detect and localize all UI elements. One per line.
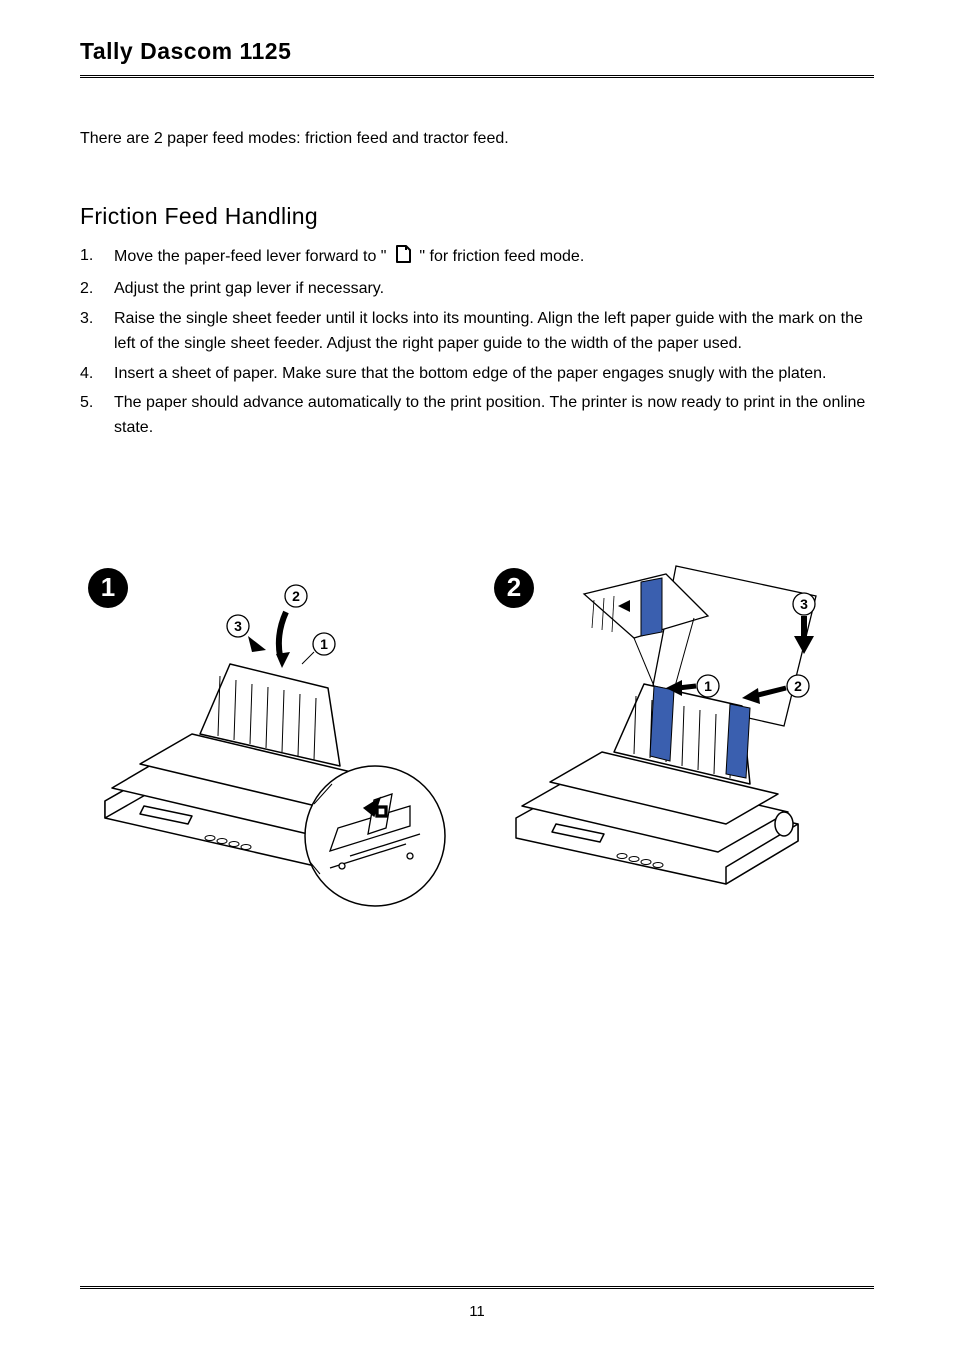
- page: Tally Dascom 1125 There are 2 paper feed…: [0, 0, 954, 1350]
- step-2: Adjust the print gap lever if necessary.: [80, 277, 874, 302]
- section-title: Friction Feed Handling: [80, 203, 874, 230]
- figure-panel-1: 1: [80, 556, 468, 926]
- step-4: Insert a sheet of paper. Make sure that …: [80, 362, 874, 387]
- svg-text:1: 1: [320, 636, 328, 652]
- svg-text:3: 3: [234, 618, 242, 634]
- svg-text:1: 1: [101, 572, 115, 602]
- spacer: [80, 926, 874, 1285]
- figure-row: 1: [80, 556, 874, 926]
- header-title: Tally Dascom 1125: [80, 38, 874, 65]
- zoom-detail-1: [305, 766, 445, 906]
- panel-badge-2: 2: [494, 568, 534, 608]
- callout-group-1: 2 1 3: [227, 585, 335, 668]
- page-number: 11: [80, 1303, 874, 1320]
- svg-text:3: 3: [800, 596, 808, 612]
- panel-badge-1: 1: [88, 568, 128, 608]
- figure-panel-2: 2: [486, 556, 874, 926]
- intro-paragraph: There are 2 paper feed modes: friction f…: [80, 127, 874, 151]
- footer-rule: [80, 1286, 874, 1290]
- step-5: The paper should advance automatically t…: [80, 391, 874, 441]
- step-3: Raise the single sheet feeder until it l…: [80, 307, 874, 357]
- svg-text:2: 2: [794, 678, 802, 694]
- steps-list: Move the paper-feed lever forward to " "…: [80, 244, 874, 447]
- step-1-text-before: Move the paper-feed lever forward to ": [114, 248, 386, 265]
- single-sheet-icon: [393, 244, 413, 273]
- svg-text:2: 2: [507, 572, 521, 602]
- svg-text:1: 1: [704, 678, 712, 694]
- step-1-text-after: " for friction feed mode.: [419, 248, 584, 265]
- step-1: Move the paper-feed lever forward to " "…: [80, 244, 874, 273]
- header-rule: [80, 75, 874, 79]
- svg-text:2: 2: [292, 588, 300, 604]
